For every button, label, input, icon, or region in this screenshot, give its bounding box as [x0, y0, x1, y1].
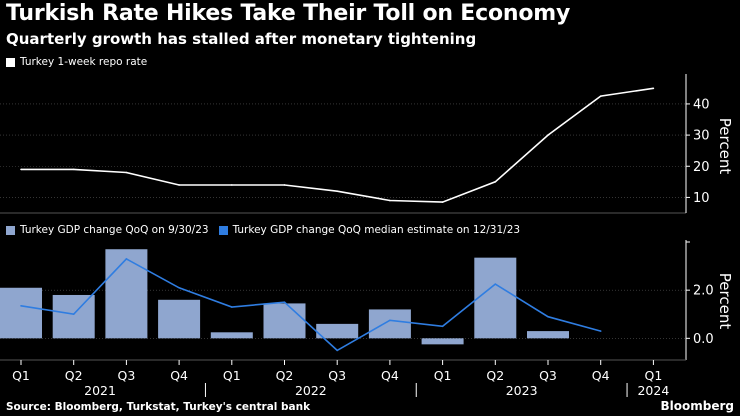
- x-year-label: 2022: [295, 383, 327, 398]
- x-quarter-label: Q3: [539, 368, 557, 383]
- x-year-label: 2024: [637, 383, 669, 398]
- gdp-median-point: [547, 315, 549, 318]
- x-quarter-label: Q1: [12, 368, 30, 383]
- repo-rate-point: [389, 199, 391, 202]
- x-quarter-label: Q1: [223, 368, 241, 383]
- x-quarter-label: Q2: [486, 368, 504, 383]
- gdp-bar: [210, 332, 253, 339]
- x-year-label: 2021: [84, 383, 116, 398]
- gdp-bar: [105, 249, 148, 339]
- gdp-median-point: [20, 305, 22, 307]
- gdp-bar: [0, 287, 42, 339]
- gdp-median-point: [494, 283, 497, 285]
- gdp-median-point: [599, 330, 602, 332]
- gdp-median-point: [441, 325, 444, 328]
- top-tick-label: 30: [693, 129, 710, 144]
- repo-rate-point: [336, 190, 339, 192]
- gdp-median-point: [231, 306, 233, 308]
- repo-rate-point: [231, 184, 233, 186]
- top-tick-label: 20: [693, 160, 710, 175]
- gdp-bar: [158, 299, 201, 339]
- median-legend-swatch: [218, 225, 228, 235]
- gdp-median-line: [20, 257, 601, 352]
- chart-title: Turkish Rate Hikes Take Their Toll on Ec…: [6, 1, 571, 26]
- gdp-legend-swatch: [6, 225, 15, 235]
- gdp-bar: [368, 309, 411, 339]
- x-quarter-label: Q1: [645, 368, 663, 383]
- gdp-bar: [263, 303, 306, 339]
- x-quarter-label: Q2: [65, 368, 83, 383]
- source-note: Source: Bloomberg, Turkstat, Turkey's ce…: [6, 401, 311, 413]
- repo-rate-point: [441, 201, 444, 203]
- x-quarter-label: Q3: [118, 368, 136, 383]
- top-tick-label: 40: [693, 97, 710, 112]
- bloomberg-logo: Bloomberg: [660, 399, 735, 413]
- repo-rate-line: [21, 87, 654, 203]
- gdp-median-point: [178, 286, 180, 289]
- gdp-bar: [527, 331, 569, 339]
- repo-rate-point: [652, 87, 655, 90]
- gdp-bar: [316, 323, 359, 339]
- repo-rate-point: [494, 181, 497, 183]
- x-quarter-label: Q4: [381, 368, 399, 383]
- repo-rate-point: [283, 184, 286, 186]
- x-quarter-label: Q1: [434, 368, 452, 383]
- repo-legend-swatch: [6, 57, 15, 67]
- bottom-tick-label: 0.0: [693, 332, 714, 347]
- gdp-median-point: [336, 349, 339, 352]
- repo-rate-point: [599, 95, 602, 97]
- repo-legend-label: Turkey 1-week repo rate: [20, 56, 148, 68]
- bottom-legend: Turkey GDP change QoQ on 9/30/23 Turkey …: [6, 224, 520, 236]
- gdp-median-point: [283, 301, 286, 304]
- x-quarter-label: Q4: [170, 368, 188, 383]
- top-legend: Turkey 1-week repo rate: [6, 56, 147, 68]
- gdp-median-point: [72, 313, 75, 316]
- top-y-axis-title: Percent: [716, 118, 734, 175]
- x-year-label: 2023: [506, 383, 538, 398]
- x-quarter-label: Q3: [328, 368, 346, 383]
- gdp-bar: [474, 257, 517, 339]
- gdp-bar: [421, 338, 464, 345]
- top-tick-label: 10: [693, 191, 710, 206]
- gdp-median-point: [125, 258, 128, 260]
- repo-rate-point: [72, 168, 75, 171]
- gdp-median-point: [389, 319, 391, 322]
- chart-subtitle: Quarterly growth has stalled after monet…: [6, 30, 477, 48]
- bottom-tick-label: 2.0: [693, 284, 714, 299]
- repo-rate-point: [20, 168, 22, 171]
- bottom-y-axis-title: Percent: [716, 273, 734, 330]
- gdp-bar: [52, 294, 95, 339]
- repo-rate-point: [178, 184, 180, 186]
- x-quarter-label: Q2: [276, 368, 294, 383]
- repo-rate-point: [125, 171, 128, 174]
- gdp-legend-label: Turkey GDP change QoQ on 9/30/23: [20, 224, 209, 236]
- median-legend-label: Turkey GDP change QoQ median estimate on…: [232, 224, 521, 236]
- x-quarter-label: Q4: [592, 368, 610, 383]
- repo-rate-point: [547, 134, 549, 136]
